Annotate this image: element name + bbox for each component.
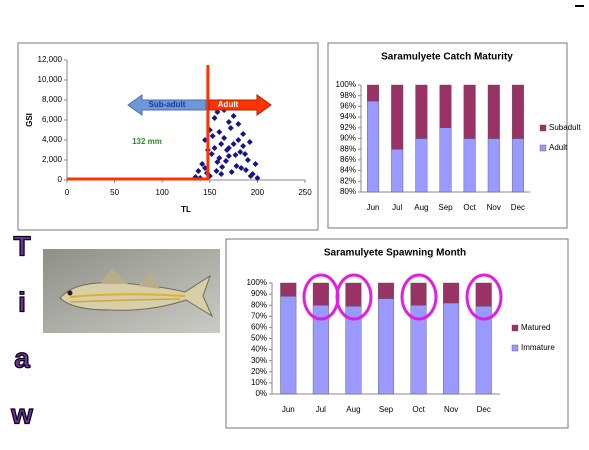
y-tick-label: 94% [340, 112, 356, 121]
x-tick-label: 100 [156, 188, 170, 197]
x-tick-label: Nov [487, 203, 501, 212]
y-tick-label: 88% [340, 144, 356, 153]
x-tick-label: 250 [298, 188, 312, 197]
y-tick-label: 12,000 [38, 55, 63, 64]
bar-segment [367, 101, 379, 192]
bar-segment [378, 283, 394, 299]
y-tick-label: 60% [251, 323, 267, 332]
y-tick-label: 40% [251, 345, 267, 354]
y-tick-label: 10,000 [38, 75, 63, 84]
y-tick-label: 90% [251, 289, 267, 298]
scatter-frame [18, 43, 318, 230]
x-tick-label: Dec [511, 203, 525, 212]
spawning-frame [226, 239, 568, 428]
bar-segment [464, 139, 476, 193]
bar-segment [488, 139, 500, 193]
bar-segment [440, 85, 452, 128]
y-tick-label: 8,000 [42, 95, 63, 104]
x-tick-label: 200 [251, 188, 265, 197]
x-tick-label: Dec [477, 405, 491, 414]
x-tick-label: Jul [392, 203, 402, 212]
y-tick-label: 100% [336, 80, 356, 89]
x-tick-label: Sep [438, 203, 453, 212]
y-tick-label: 98% [340, 91, 356, 100]
bar-segment [313, 283, 329, 305]
x-tick-label: Sep [379, 405, 394, 414]
legend-label: Matured [521, 323, 550, 332]
bar-segment [512, 139, 524, 193]
x-tick-label: 50 [110, 188, 119, 197]
legend-swatch [512, 325, 518, 331]
y-tick-label: 92% [340, 123, 356, 132]
y-tick-label: 96% [340, 102, 356, 111]
y-tick-label: 90% [340, 134, 356, 143]
bar-segment [346, 283, 362, 306]
legend-swatch [540, 145, 546, 151]
y-tick-label: 0 [58, 175, 63, 184]
fish-photo [43, 249, 220, 333]
y-tick-label: 100% [247, 278, 267, 287]
legend-label: Adult [549, 143, 568, 152]
annotation: 132 mm [132, 137, 162, 146]
y-tick-label: 20% [251, 367, 267, 376]
x-tick-label: 150 [203, 188, 217, 197]
bar-segment [488, 85, 500, 139]
x-tick-label: Oct [463, 203, 476, 212]
bar-segment [464, 85, 476, 139]
bar-segment [391, 149, 403, 192]
legend-label: Immature [521, 343, 555, 352]
bar-segment [443, 303, 459, 394]
y-tick-label: 82% [340, 176, 356, 185]
bar-segment [391, 85, 403, 149]
x-tick-label: Jun [367, 203, 380, 212]
chart-title: Saramulyete Catch Maturity [381, 52, 513, 63]
y-tick-label: 10% [251, 378, 267, 387]
side-letter: a [14, 342, 30, 373]
chart-title: Saramulyete Spawning Month [324, 248, 466, 259]
x-tick-label: Jul [316, 405, 326, 414]
x-tick-label: 0 [65, 188, 70, 197]
y-tick-label: 70% [251, 311, 267, 320]
x-tick-label: Aug [414, 203, 428, 212]
bar-segment [280, 283, 296, 296]
x-tick-label: Aug [346, 405, 360, 414]
y-tick-label: 6,000 [42, 115, 63, 124]
y-axis-label: GSI [25, 113, 34, 127]
y-tick-label: 4,000 [42, 135, 63, 144]
side-letter: i [18, 286, 26, 317]
x-tick-label: Oct [412, 405, 425, 414]
annotation: Sub-adult [149, 100, 186, 109]
side-letter: T [13, 230, 30, 261]
x-tick-label: Jun [282, 405, 295, 414]
bar-segment [378, 299, 394, 394]
x-tick-label: Nov [444, 405, 458, 414]
bar-segment [416, 85, 428, 139]
bar-segment [443, 283, 459, 303]
bar-segment [440, 128, 452, 192]
annotation: Adult [218, 100, 239, 109]
side-letter: w [10, 398, 33, 429]
y-tick-label: 30% [251, 356, 267, 365]
legend-swatch [512, 345, 518, 351]
y-tick-label: 86% [340, 155, 356, 164]
legend-label: Subadult [549, 123, 581, 132]
bar-segment [367, 85, 379, 101]
bar-segment [411, 283, 427, 305]
bar-segment [280, 296, 296, 394]
y-tick-label: 50% [251, 334, 267, 343]
y-tick-label: 0% [255, 389, 267, 398]
bar-segment [512, 85, 524, 139]
y-tick-label: 80% [251, 300, 267, 309]
y-tick-label: 80% [340, 187, 356, 196]
bar-segment [476, 283, 492, 306]
y-tick-label: 84% [340, 166, 356, 175]
legend-swatch [540, 125, 546, 131]
slide: Tiaw 0 2,000 4,000 6,000 8,000 10,000 12,000 0 50… [0, 0, 589, 450]
x-axis-label: TL [181, 205, 191, 214]
y-tick-label: 2,000 [42, 155, 63, 164]
bar-segment [416, 139, 428, 193]
